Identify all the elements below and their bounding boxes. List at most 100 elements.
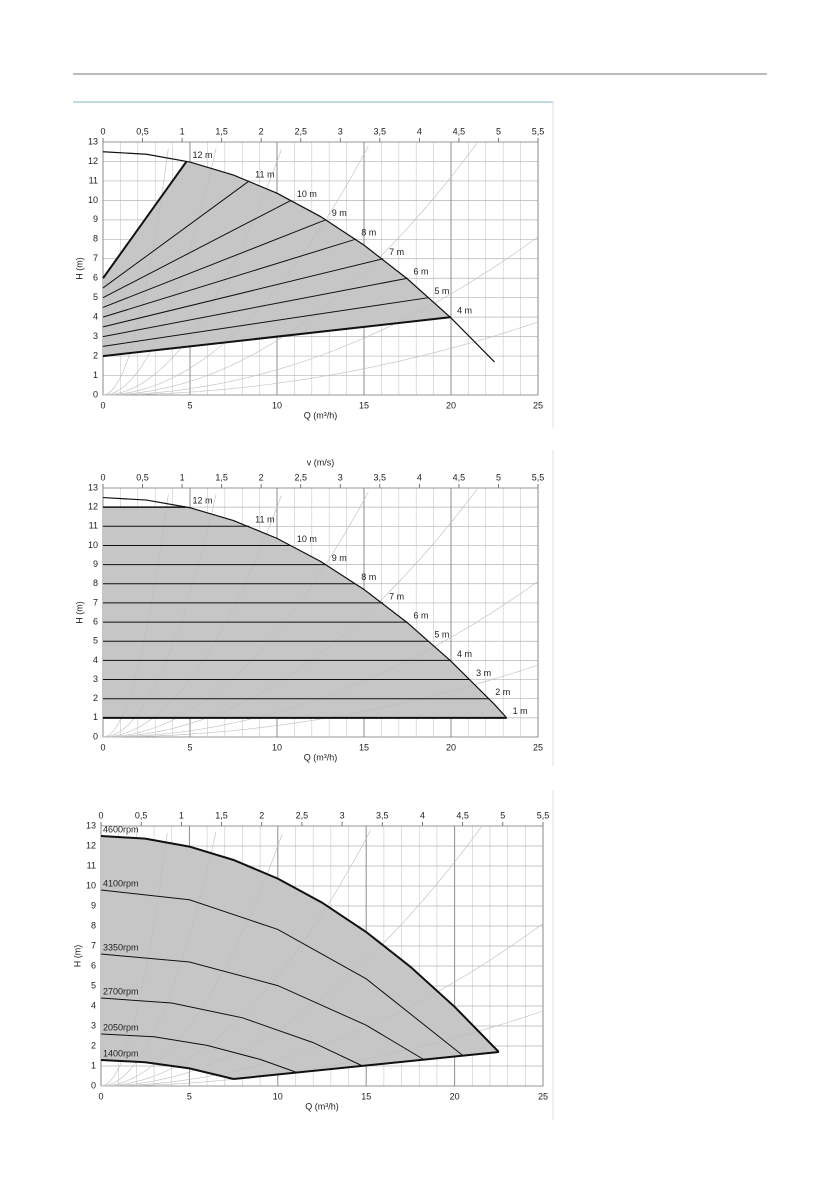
curve-label: 8 m bbox=[361, 228, 376, 238]
plot-frame bbox=[102, 141, 539, 396]
curve bbox=[100, 1059, 234, 1080]
curve-label: 2 m bbox=[495, 687, 510, 697]
y-tick-label: 10 bbox=[88, 195, 98, 205]
x-tick-label: 20 bbox=[446, 742, 456, 752]
curve bbox=[100, 835, 500, 1053]
system-curve bbox=[103, 321, 539, 396]
y-tick-label: 9 bbox=[91, 900, 96, 910]
y-tick-label: 12 bbox=[88, 156, 98, 166]
system-curve bbox=[103, 664, 539, 738]
curve-label: 6 m bbox=[414, 610, 429, 620]
curve bbox=[102, 316, 452, 358]
operating-area bbox=[101, 836, 499, 1079]
curve bbox=[102, 277, 408, 338]
x-tick-label: 5 bbox=[187, 742, 192, 752]
y-tick-label: 8 bbox=[93, 234, 98, 244]
x-tick-label: 15 bbox=[359, 400, 369, 410]
y-tick-label: 11 bbox=[87, 860, 96, 870]
curve-label: 4 m bbox=[457, 306, 472, 316]
y-tick-label: 2 bbox=[93, 350, 98, 360]
y-tick-label: 0 bbox=[93, 731, 98, 741]
y-tick-label: 5 bbox=[91, 980, 96, 990]
y-tick-label: 1 bbox=[93, 712, 98, 722]
x2-tick-label: 1 bbox=[180, 472, 185, 482]
x2-tick-label: 0,5 bbox=[136, 126, 149, 136]
x2-tick-label: 5,5 bbox=[532, 126, 545, 136]
curve-label: 9 m bbox=[332, 208, 347, 218]
x-tick-label: 10 bbox=[272, 742, 282, 752]
x2-tick-label: 2,5 bbox=[294, 126, 307, 136]
x2-tick-label: 4,5 bbox=[453, 472, 466, 482]
system-curve bbox=[101, 1010, 544, 1087]
y-tick-label: 3 bbox=[93, 674, 98, 684]
y-tick-label: 1 bbox=[91, 1060, 96, 1070]
y-tick-label: 4 bbox=[93, 312, 98, 322]
system-curve bbox=[101, 826, 482, 1087]
x-tick-label: 0 bbox=[98, 1091, 103, 1101]
system-curve bbox=[103, 581, 539, 738]
y-tick-label: 6 bbox=[91, 960, 96, 970]
y-axis-title: H (m) bbox=[74, 257, 84, 280]
curve-label: 11 m bbox=[255, 515, 274, 525]
curve bbox=[100, 997, 363, 1067]
curve-label: 2050rpm bbox=[103, 1022, 139, 1032]
curve-label: 10 m bbox=[297, 189, 317, 199]
x2-tick-label: 1,5 bbox=[215, 126, 228, 136]
y-tick-label: 13 bbox=[88, 482, 98, 492]
x2-tick-label: 2,5 bbox=[294, 472, 307, 482]
x2-tick-label: 0 bbox=[100, 126, 105, 136]
x2-tick-label: 1,5 bbox=[215, 810, 228, 820]
x-tick-label: 0 bbox=[100, 742, 105, 752]
curve bbox=[102, 180, 250, 289]
system-curve bbox=[102, 149, 282, 396]
y-tick-label: 7 bbox=[93, 597, 98, 607]
system-curve bbox=[100, 832, 168, 1087]
x2-tick-label: 0 bbox=[100, 472, 105, 482]
y-tick-label: 8 bbox=[91, 920, 96, 930]
curve bbox=[102, 199, 292, 299]
x-tick-label: 10 bbox=[273, 1091, 283, 1101]
x2-tick-label: 1 bbox=[180, 126, 185, 136]
system-curve bbox=[100, 833, 283, 1087]
y-tick-label: 4 bbox=[93, 655, 98, 665]
system-curve bbox=[102, 495, 282, 738]
x2-tick-label: 4,5 bbox=[456, 810, 469, 820]
system-curve bbox=[101, 923, 544, 1087]
x-tick-label: 25 bbox=[533, 400, 543, 410]
system-curve bbox=[102, 494, 217, 738]
system-curve bbox=[102, 491, 369, 738]
x2-tick-label: 5 bbox=[500, 810, 505, 820]
system-curve bbox=[102, 148, 169, 396]
y-axis-title: H (m) bbox=[74, 601, 84, 624]
y-tick-label: 12 bbox=[86, 840, 96, 850]
y-tick-label: 12 bbox=[88, 502, 98, 512]
x2-tick-label: 4,5 bbox=[453, 126, 466, 136]
y-tick-label: 3 bbox=[93, 331, 98, 341]
y-tick-label: 1 bbox=[93, 370, 98, 380]
system-curve bbox=[102, 494, 169, 738]
x2-tick-label: 2 bbox=[259, 810, 264, 820]
y-tick-label: 10 bbox=[88, 540, 98, 550]
y-axis-title: H (m) bbox=[72, 945, 82, 968]
y-tick-label: 2 bbox=[91, 1040, 96, 1050]
y-tick-label: 7 bbox=[91, 940, 96, 950]
x-tick-label: 25 bbox=[533, 742, 543, 752]
y-tick-label: 4 bbox=[91, 1000, 96, 1010]
curve-label: 3 m bbox=[476, 668, 491, 678]
system-curve bbox=[100, 830, 371, 1087]
system-curve bbox=[103, 142, 478, 396]
x-tick-label: 15 bbox=[361, 1091, 371, 1101]
curve-label: 12 m bbox=[193, 150, 213, 160]
x2-tick-label: 4 bbox=[417, 472, 422, 482]
curve bbox=[102, 238, 356, 318]
curve-label: 9 m bbox=[332, 553, 347, 563]
curve bbox=[102, 258, 384, 328]
x2-tick-label: 3,5 bbox=[374, 126, 387, 136]
x2-tick-label: 1 bbox=[179, 810, 184, 820]
x-tick-label: 20 bbox=[450, 1091, 460, 1101]
y-tick-label: 5 bbox=[93, 636, 98, 646]
system-curve bbox=[103, 488, 478, 738]
y-tick-label: 3 bbox=[91, 1020, 96, 1030]
curve bbox=[102, 151, 495, 363]
